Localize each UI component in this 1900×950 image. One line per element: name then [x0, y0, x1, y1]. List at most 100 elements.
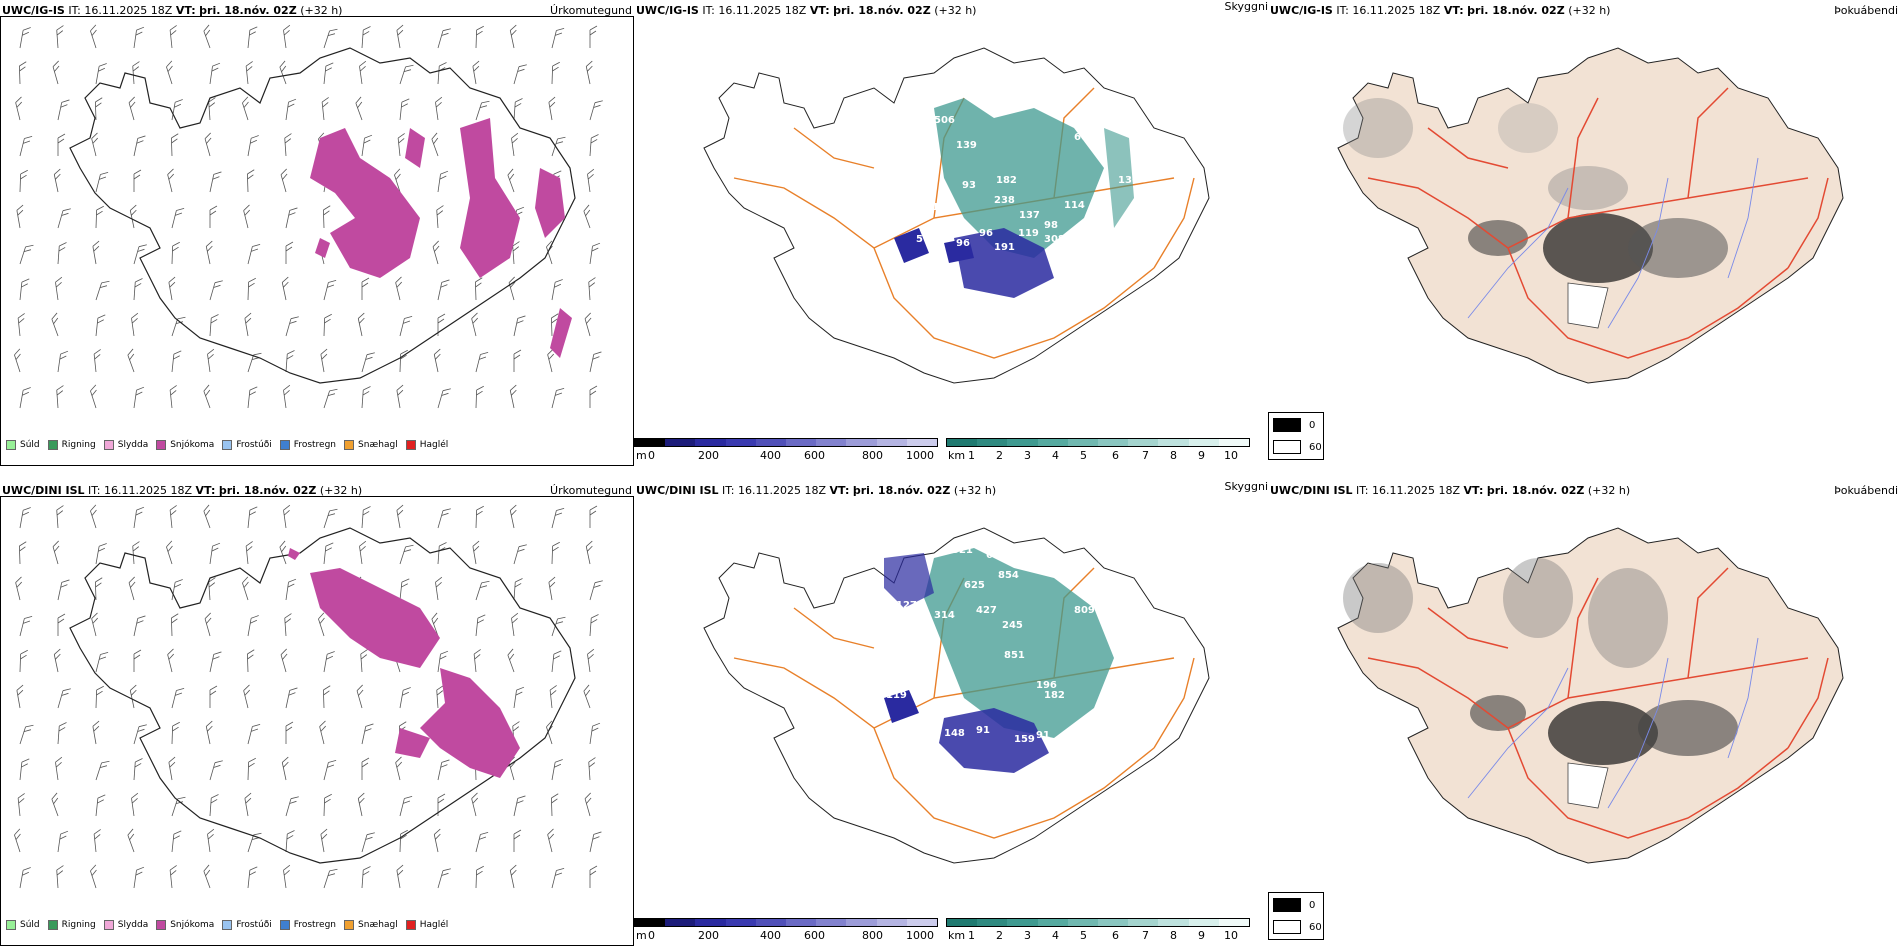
panel-title: Þokuábendi — [1834, 484, 1898, 497]
tick: 400 — [760, 929, 781, 942]
tick: 3 — [1024, 929, 1031, 942]
tick-800: 800 — [862, 449, 883, 462]
wind-barb — [19, 27, 31, 49]
wind-barb — [208, 577, 216, 601]
legend-item-snjokoma: Snjókoma — [156, 920, 214, 930]
legend-label: Snæhagl — [358, 920, 398, 930]
wind-barb — [323, 651, 335, 673]
wind-barb — [208, 97, 216, 121]
vt-label: VT: — [175, 4, 196, 17]
wind-barb — [133, 135, 146, 157]
wind-barb — [133, 615, 146, 637]
cloud-base-label: 182 — [996, 175, 1017, 186]
legend-item-slydda: Slydda — [103, 440, 148, 450]
iceland-outline — [703, 47, 1210, 384]
wind-barb — [56, 385, 64, 409]
wind-barb — [15, 96, 23, 121]
fog-legend-60: 60 — [1273, 440, 1322, 454]
tick-600: 600 — [804, 449, 825, 462]
wind-barb — [285, 830, 295, 853]
legend-swatch — [6, 440, 16, 450]
wind-barb — [204, 132, 212, 157]
wind-barb — [396, 504, 404, 529]
precip-legend: Súld Rigning Slydda Snjókoma Frostúði Fr… — [6, 920, 448, 930]
legend-swatch — [156, 920, 167, 930]
wind-barb — [472, 540, 480, 565]
wind-barb — [56, 505, 64, 529]
legend-label: Snjókoma — [170, 440, 215, 450]
legend-label: Frostregn — [293, 920, 337, 930]
cloud-base-label: 139 — [956, 140, 977, 151]
iceland-outline — [69, 47, 576, 384]
cloud-base-label: 657 — [986, 550, 1007, 561]
wind-barb — [171, 207, 185, 229]
cloud-base-label: 181 — [916, 135, 937, 146]
wind-barb — [437, 650, 449, 673]
cloud-base-label: 57 — [916, 234, 930, 245]
wind-barb — [128, 576, 136, 601]
legend-item-haglel: Haglél — [405, 920, 448, 930]
it-value: 16.11.2025 18Z — [1352, 4, 1441, 17]
wind-barb — [169, 865, 177, 889]
wind-barb — [399, 315, 413, 337]
river — [1467, 157, 1759, 329]
wind-barb — [432, 240, 440, 265]
fog-legend: 0 60 — [1268, 412, 1324, 460]
wind-barb — [18, 541, 27, 565]
cloudbase-unit: m — [636, 929, 647, 942]
wind-barb — [551, 61, 560, 85]
wind-barb — [323, 542, 334, 565]
wind-barb — [472, 60, 480, 85]
wind-barb — [247, 723, 261, 745]
vt-value: þri. 18.nóv. 02Z — [1467, 4, 1565, 17]
wind-barb — [171, 99, 183, 121]
wind-barb — [475, 100, 490, 121]
cloud-base-label: 132 — [896, 160, 917, 171]
wind-barb — [513, 98, 523, 121]
legend-label: 60 — [1309, 921, 1322, 933]
tick: 3 — [1024, 449, 1031, 462]
wind-barb — [167, 168, 175, 193]
legend-label: 0 — [1309, 899, 1316, 911]
roads — [1367, 87, 1829, 359]
wind-barb — [285, 578, 297, 601]
wind-barb — [361, 386, 371, 409]
legend-label: 0 — [1309, 419, 1316, 431]
cloudbase-colorbar: m 0 200 400 600 800 1000 — [634, 918, 938, 944]
wind-barb — [473, 649, 481, 673]
wind-barb — [589, 134, 599, 157]
wind-barb — [95, 63, 107, 85]
wind-barb — [551, 650, 562, 673]
wind-barb — [551, 616, 566, 637]
wind-barb — [203, 24, 211, 49]
wind-barb — [394, 168, 401, 193]
wind-barb — [171, 241, 180, 265]
legend-label: Haglél — [419, 440, 449, 450]
visibility-areas — [924, 548, 1114, 738]
glacier — [1567, 762, 1609, 809]
wind-barb — [361, 723, 374, 745]
tick: 1 — [968, 449, 975, 462]
wind-barb — [133, 169, 142, 192]
cloud-panel-1: UWC/IG-IS IT: 16.11.2025 18Z VT: þri. 18… — [634, 0, 1268, 470]
cloud-base-label: 171 — [932, 202, 953, 213]
tick: 2 — [996, 449, 1003, 462]
panel-header: UWC/DINI ISL IT: 16.11.2025 18Z VT: þri.… — [2, 484, 362, 497]
fog-map — [1337, 527, 1844, 864]
tick: 9 — [1198, 929, 1205, 942]
legend-item-rigning: Rigning — [47, 440, 96, 450]
wind-barb — [209, 171, 222, 193]
cloud-base-label: 809 — [1074, 605, 1095, 616]
tick: 0 — [648, 929, 655, 942]
wind-barb — [437, 868, 451, 889]
cloud-panel-2: UWC/DINI ISL IT: 16.11.2025 18Z VT: þri.… — [634, 480, 1268, 950]
wind-barb — [285, 796, 299, 817]
wind-barb — [589, 580, 603, 601]
wind-barb — [246, 649, 255, 673]
wind-barb — [55, 756, 63, 781]
wind-barb — [131, 312, 139, 337]
wind-barb — [95, 685, 104, 709]
wind-barb — [95, 205, 104, 229]
wind-barb — [588, 757, 596, 781]
snow-areas — [288, 548, 520, 778]
